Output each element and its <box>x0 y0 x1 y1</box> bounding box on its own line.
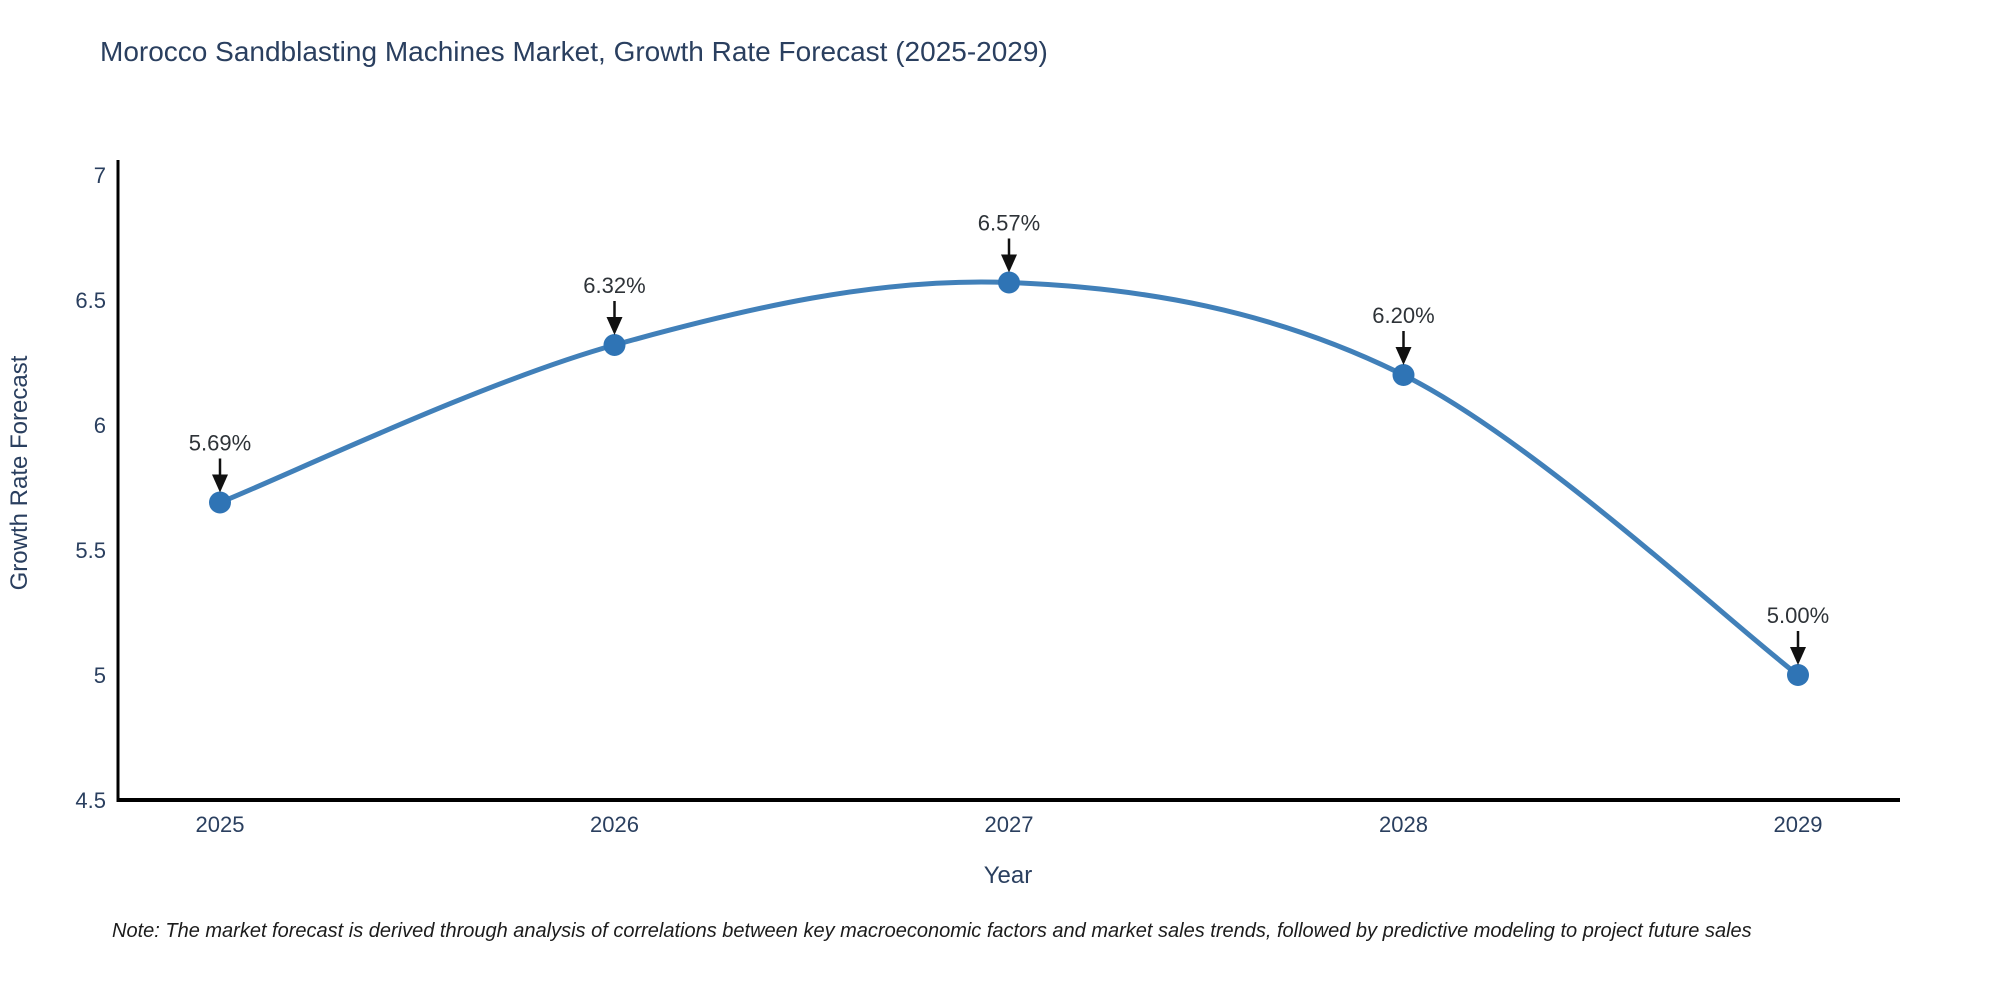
point-value-label: 5.69% <box>189 431 251 456</box>
point-value-label: 6.57% <box>978 211 1040 236</box>
annotation-arrow-head <box>212 474 228 493</box>
point-value-label: 6.32% <box>583 273 645 298</box>
data-point-marker <box>1787 664 1809 686</box>
data-point-marker <box>998 271 1020 294</box>
x-tick-label: 2025 <box>196 812 245 837</box>
y-axis-title: Growth Rate Forecast <box>6 355 33 590</box>
x-tick-label: 2029 <box>1774 812 1823 837</box>
x-tick-label: 2027 <box>985 812 1034 837</box>
y-tick-label: 4.5 <box>75 788 106 813</box>
y-tick-label: 5 <box>94 663 106 688</box>
point-value-label: 5.00% <box>1767 603 1829 628</box>
x-tick-label: 2026 <box>590 812 639 837</box>
y-tick-label: 7 <box>94 163 106 188</box>
chart-title: Morocco Sandblasting Machines Market, Gr… <box>100 36 1048 67</box>
data-point-marker <box>603 334 626 356</box>
axes-layer: 4.5 5 5.5 6 6.5 7 2025 2026 2027 2028 2029 <box>75 160 1900 837</box>
annotation-arrow-head <box>1395 347 1412 365</box>
annotation-arrow-head <box>1790 647 1806 665</box>
annotation-arrow-head <box>1001 254 1017 273</box>
data-point-marker <box>209 491 231 514</box>
annotation-layer: 5.69% 6.32% 6.57% 6.20% 5.00% <box>189 211 1829 665</box>
y-tick-label: 5.5 <box>75 538 106 563</box>
x-axis-title: Year <box>984 862 1033 889</box>
point-value-label: 6.20% <box>1372 303 1434 328</box>
series-layer <box>209 271 1809 686</box>
y-tick-label: 6.5 <box>75 288 106 313</box>
footnote: Note: The market forecast is derived thr… <box>112 920 1752 942</box>
annotation-arrow-head <box>606 317 623 335</box>
y-tick-label: 6 <box>94 413 106 438</box>
data-point-marker <box>1392 364 1415 386</box>
x-tick-label: 2028 <box>1379 812 1428 837</box>
growth-rate-line <box>217 279 1801 678</box>
